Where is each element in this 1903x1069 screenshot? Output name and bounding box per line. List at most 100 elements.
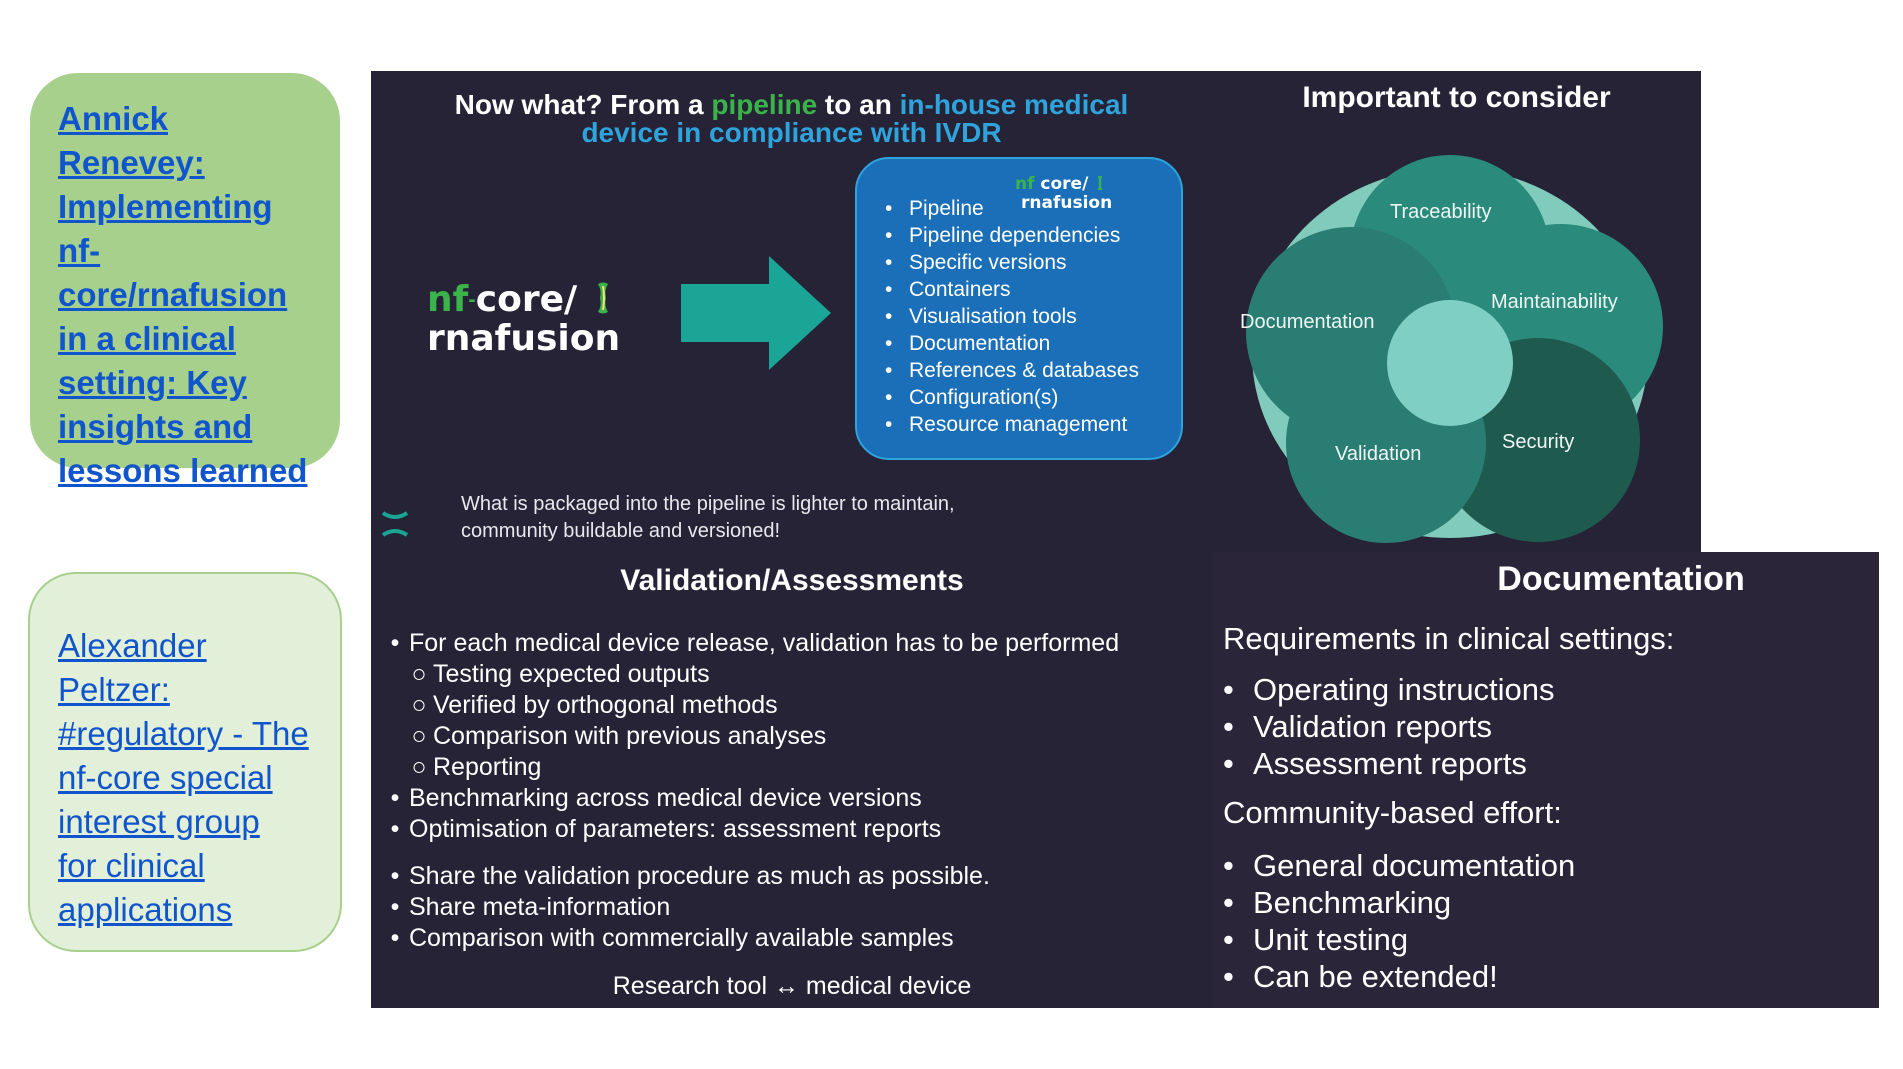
list-item: Specific versions bbox=[885, 249, 1139, 276]
slide-title: Documentation bbox=[1497, 560, 1745, 598]
item-text: Verified by orthogonal methods bbox=[433, 691, 778, 719]
link-line: for clinical bbox=[58, 847, 205, 884]
seqera-logo-icon bbox=[381, 511, 409, 537]
list-item: Pipeline bbox=[885, 195, 1139, 222]
list-item: References & databases bbox=[885, 357, 1139, 384]
right-arrow-icon bbox=[681, 256, 831, 370]
item-text: Assessment reports bbox=[1253, 746, 1527, 781]
list-item: • Unit testing bbox=[1223, 922, 1409, 957]
link-line: #regulatory - The bbox=[58, 715, 309, 752]
title-highlight-ivdr: device in compliance with IVDR bbox=[581, 117, 1002, 148]
title-highlight-pipeline: pipeline bbox=[711, 89, 818, 120]
item-text: Validation reports bbox=[1253, 709, 1492, 744]
list-item: Documentation bbox=[885, 330, 1139, 357]
pipeline-note: What is packaged into the pipeline is li… bbox=[461, 491, 955, 545]
list-item: Pipeline dependencies bbox=[885, 222, 1139, 249]
label-documentation: Documentation bbox=[1240, 311, 1375, 333]
list-item: • Share the validation procedure as much … bbox=[390, 862, 990, 890]
talk-link-box-peltzer: Alexander Peltzer: #regulatory - The nf-… bbox=[28, 572, 342, 952]
list-item: Resource management bbox=[885, 411, 1139, 438]
item-text: Comparison with commercially available s… bbox=[409, 924, 954, 952]
list-subitem: ○ Reporting bbox=[411, 753, 542, 781]
venn-center bbox=[1387, 300, 1513, 426]
requirements-heading: Requirements in clinical settings: bbox=[1223, 621, 1675, 656]
label-maintainability: Maintainability bbox=[1491, 291, 1618, 313]
item-text: Testing expected outputs bbox=[433, 660, 710, 688]
link-line: Peltzer: bbox=[58, 671, 170, 708]
logo-core: core/ bbox=[1040, 174, 1089, 194]
item-text: Benchmarking bbox=[1253, 885, 1452, 920]
list-item: • General documentation bbox=[1223, 848, 1576, 883]
slide-title: Important to consider bbox=[1302, 81, 1611, 114]
logo-nf: nf bbox=[1015, 174, 1035, 194]
title-highlight-device: in-house medical bbox=[899, 89, 1129, 120]
link-line: Alexander bbox=[58, 627, 207, 664]
list-item: • For each medical device release, valida… bbox=[390, 629, 1120, 657]
talk-link-peltzer[interactable]: Alexander Peltzer: #regulatory - The nf-… bbox=[58, 624, 320, 932]
apple-core-icon bbox=[1097, 175, 1103, 191]
label-validation: Validation bbox=[1335, 443, 1422, 465]
list-subitem: ○ Verified by orthogonal methods bbox=[411, 691, 778, 719]
list-item: • Operating instructions bbox=[1223, 672, 1555, 707]
link-line: setting: Key bbox=[58, 364, 247, 401]
link-line: nf-core special bbox=[58, 759, 273, 796]
nf-core-rnafusion-logo: nf-core/ rnafusion bbox=[427, 281, 620, 358]
link-line: interest group bbox=[58, 803, 260, 840]
community-heading: Community-based effort: bbox=[1223, 795, 1562, 830]
logo-core: core/ bbox=[475, 279, 578, 320]
apple-core-icon bbox=[597, 282, 608, 314]
talk-link-box-renevey: Annick Renevey: Implementing nf- core/rn… bbox=[30, 73, 340, 489]
item-text: Operating instructions bbox=[1253, 672, 1555, 707]
list-item: • Benchmarking across medical device vers… bbox=[390, 784, 922, 812]
link-line: Annick Renevey: bbox=[58, 100, 205, 181]
slide-title: Validation/Assessments bbox=[620, 564, 964, 597]
item-text: Share meta-information bbox=[409, 893, 671, 921]
link-line: applications bbox=[58, 891, 233, 928]
logo-dash: - bbox=[468, 290, 476, 311]
link-line: insights and bbox=[58, 408, 253, 445]
list-item: Configuration(s) bbox=[885, 384, 1139, 411]
slide-documentation: Documentation Requirements in clinical s… bbox=[1213, 552, 1879, 1008]
requirements-list: • Operating instructions • Validation repo… bbox=[1223, 671, 1555, 782]
list-item: • Assessment reports bbox=[1223, 746, 1527, 781]
link-line: nf- bbox=[58, 232, 101, 269]
logo-nf: nf bbox=[427, 279, 469, 320]
note-line: community buildable and versioned! bbox=[461, 520, 781, 542]
item-text: Unit testing bbox=[1253, 922, 1409, 957]
label-traceability: Traceability bbox=[1390, 201, 1492, 223]
slide-title: Now what? From a pipeline to an in-house… bbox=[371, 91, 1212, 147]
list-item: • Validation reports bbox=[1223, 709, 1492, 744]
list-item: Containers bbox=[885, 276, 1139, 303]
item-text: Reporting bbox=[433, 753, 542, 781]
title-part: Now what? From a bbox=[454, 89, 712, 120]
research-tool-footer: Research tool ↔ medical device bbox=[612, 972, 972, 1000]
community-list: • General documentation • Benchmarking • Un… bbox=[1223, 847, 1575, 995]
pipeline-contents-box: nf core/ rnafusion Pipeline Pipeline dep… bbox=[855, 157, 1183, 460]
list-item: Visualisation tools bbox=[885, 303, 1139, 330]
item-text: Benchmarking across medical device versi… bbox=[409, 784, 922, 812]
item-text: Optimisation of parameters: assessment r… bbox=[409, 815, 942, 843]
title-part: to an bbox=[817, 89, 900, 120]
label-security: Security bbox=[1502, 431, 1575, 453]
item-text: Share the validation procedure as much a… bbox=[409, 862, 990, 890]
talk-link-renevey[interactable]: Annick Renevey: Implementing nf- core/rn… bbox=[58, 97, 320, 493]
list-subitem: ○ Comparison with previous analyses bbox=[411, 722, 827, 750]
list-item: • Share meta-information bbox=[390, 893, 671, 921]
item-text: General documentation bbox=[1253, 848, 1576, 883]
slide-validation-assessments: Validation/Assessments • For each medical… bbox=[371, 552, 1213, 1008]
list-item: • Comparison with commercially available … bbox=[390, 924, 954, 952]
sharing-list: • Share the validation procedure as much … bbox=[381, 861, 990, 954]
slide-important-to-consider: Important to consider Traceability Maint… bbox=[1212, 71, 1701, 552]
list-subitem: ○ Testing expected outputs bbox=[411, 660, 710, 688]
list-item: • Benchmarking bbox=[1223, 885, 1452, 920]
list-item: • Optimisation of parameters: assessment … bbox=[390, 815, 942, 843]
item-text: Comparison with previous analyses bbox=[433, 722, 827, 750]
link-line: core/rnafusion bbox=[58, 276, 288, 313]
slide-pipeline-to-device: Now what? From a pipeline to an in-house… bbox=[371, 71, 1212, 552]
logo-rnafusion: rnafusion bbox=[427, 318, 621, 359]
validation-list: • For each medical device release, valida… bbox=[381, 628, 1120, 845]
note-line: What is packaged into the pipeline is li… bbox=[461, 493, 955, 515]
link-line: Implementing bbox=[58, 188, 273, 225]
link-line: lessons learned bbox=[58, 452, 308, 489]
list-item: • Can be extended! bbox=[1223, 959, 1498, 994]
